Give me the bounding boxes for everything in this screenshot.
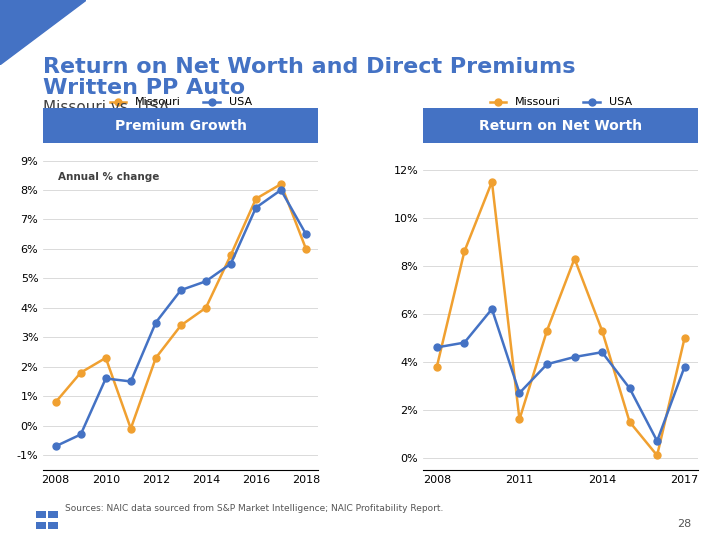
Polygon shape xyxy=(0,0,86,65)
Text: Missouri vs. USA: Missouri vs. USA xyxy=(43,100,169,115)
Legend: Missouri, USA: Missouri, USA xyxy=(105,93,256,112)
Text: Annual % change: Annual % change xyxy=(58,172,160,183)
Bar xyxy=(36,511,46,518)
Bar xyxy=(48,511,58,518)
Text: Written PP Auto: Written PP Auto xyxy=(43,78,246,98)
Text: Sources: NAIC data sourced from S&P Market Intelligence; NAIC Profitability Repo: Sources: NAIC data sourced from S&P Mark… xyxy=(65,504,444,513)
Text: Premium Growth: Premium Growth xyxy=(115,119,247,132)
Text: Return on Net Worth: Return on Net Worth xyxy=(480,119,642,132)
Text: 28: 28 xyxy=(677,519,691,529)
Text: Return on Net Worth and Direct Premiums: Return on Net Worth and Direct Premiums xyxy=(43,57,576,77)
Legend: Missouri, USA: Missouri, USA xyxy=(485,93,636,112)
Bar xyxy=(48,522,58,529)
Bar xyxy=(36,522,46,529)
